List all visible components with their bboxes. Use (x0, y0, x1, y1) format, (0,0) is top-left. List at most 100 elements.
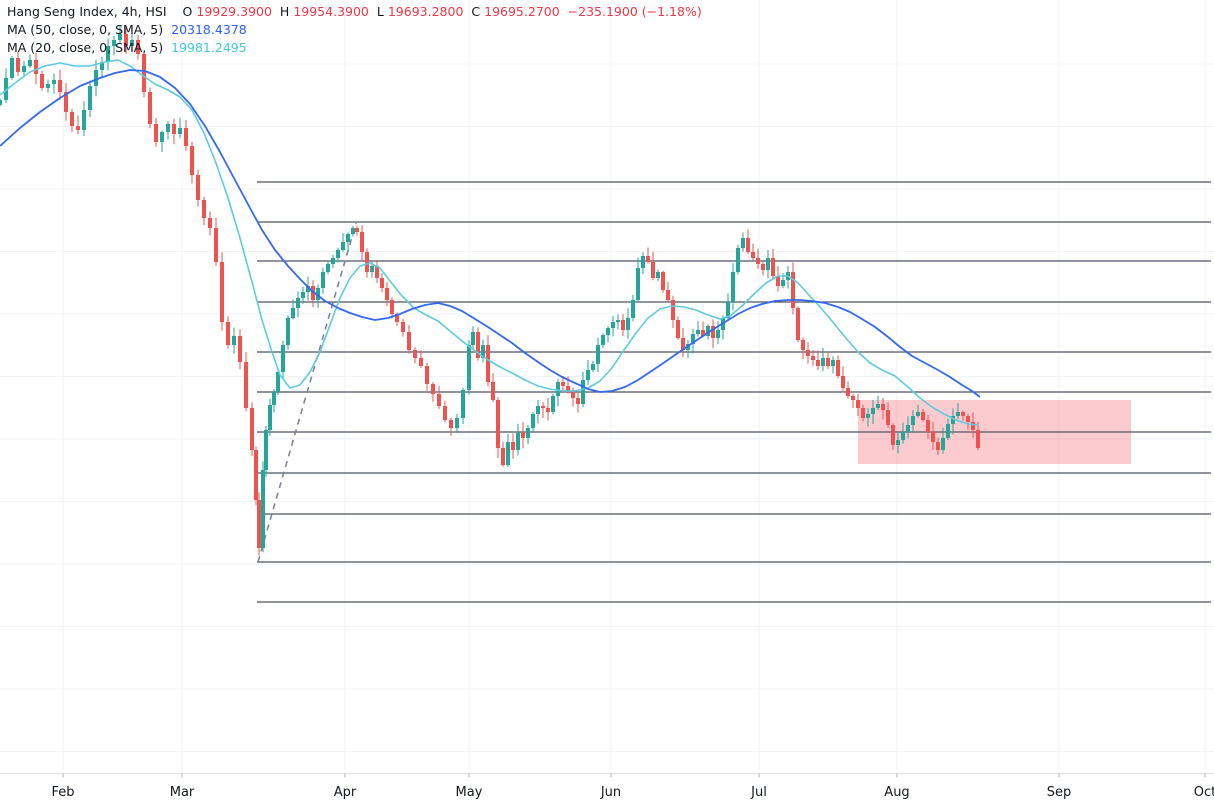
candle-body (202, 200, 206, 218)
candle-body (437, 394, 441, 406)
candle-body (390, 300, 394, 314)
candle-body (711, 326, 715, 338)
candle-body (142, 54, 146, 92)
candle-body (178, 128, 182, 134)
month-label: Aug (884, 785, 909, 800)
candle-body (821, 358, 825, 366)
candle-body (355, 228, 359, 232)
candle-body (28, 60, 32, 66)
candle-body (443, 406, 447, 420)
candle-body (385, 288, 389, 300)
candle-body (531, 414, 535, 428)
candle-body (886, 410, 890, 425)
candle-body (881, 404, 885, 410)
candle-body (926, 420, 930, 432)
candle-body (486, 345, 490, 382)
grid-layer (0, 0, 1214, 774)
candle-body (801, 340, 805, 350)
candle-body (601, 335, 605, 345)
candle-body (321, 272, 325, 288)
candle-body (88, 86, 92, 110)
candle-body (112, 40, 116, 46)
candle-body (124, 34, 128, 46)
candle-body (596, 345, 600, 364)
candle-body (791, 272, 795, 308)
candle-body (551, 396, 555, 412)
candle-body (419, 358, 423, 366)
candle-body (891, 425, 895, 445)
candle-body (726, 302, 730, 318)
candle-body (511, 442, 515, 450)
candle-body (208, 218, 212, 228)
candle-body (741, 238, 745, 248)
candle-body (365, 252, 369, 272)
candle-body (896, 440, 900, 445)
candle-body (956, 412, 960, 416)
candle-body (701, 330, 705, 336)
candle-body (276, 372, 280, 392)
candle-body (380, 278, 384, 288)
candle-body (546, 408, 550, 412)
candle-body (148, 92, 152, 124)
candle-body (431, 384, 435, 394)
candle-body (311, 286, 315, 300)
ma20-line (0, 59, 979, 426)
month-label: Oct (1194, 785, 1214, 800)
level-lines-layer[interactable] (257, 181, 1211, 603)
candle-body (370, 266, 374, 272)
candle-body (866, 414, 870, 418)
candle-body (851, 396, 855, 400)
candle-body (326, 264, 330, 272)
candle-body (526, 428, 530, 438)
candle-body (76, 126, 80, 130)
candle-body (491, 382, 495, 400)
candle-body (190, 146, 194, 175)
candle-body (331, 258, 335, 264)
candle-body (681, 338, 685, 350)
candle-body (971, 422, 975, 430)
candle-body (811, 356, 815, 360)
candle-body (226, 322, 230, 345)
candle-body (836, 360, 840, 376)
candle-body (911, 416, 915, 425)
candle-body (581, 380, 585, 404)
candle-body (413, 350, 417, 358)
candle-body (861, 408, 865, 418)
candle-body (296, 298, 300, 308)
candle-body (761, 264, 765, 270)
candle-body (566, 386, 570, 392)
candle-body (360, 232, 364, 252)
candle-body (966, 416, 970, 422)
candle-body (336, 250, 340, 258)
candle-body (586, 370, 590, 380)
candle-body (776, 276, 780, 286)
candle-body (166, 124, 170, 132)
candle-body (407, 332, 411, 350)
candle-body (641, 256, 645, 268)
candle-body (691, 334, 695, 344)
candle-body (100, 62, 104, 70)
candle-body (661, 272, 665, 290)
candle-body (616, 320, 620, 322)
candle-body (746, 238, 750, 252)
candle-body (756, 258, 760, 264)
candle-body (976, 430, 980, 448)
candle-body (94, 70, 98, 86)
candle-body (272, 392, 276, 405)
month-label: May (456, 785, 483, 800)
trendline-dashed[interactable] (257, 222, 357, 563)
candle-body (936, 442, 940, 450)
candle-body (781, 280, 785, 286)
candle-body (425, 366, 429, 384)
candle-body (636, 268, 640, 300)
candle-body (506, 442, 510, 465)
candle-body (571, 392, 575, 398)
candle-body (64, 92, 68, 112)
candle-body (306, 286, 310, 292)
time-axis[interactable]: Feb Mar Apr May Jun Jul Aug Sep Oct (0, 773, 1214, 801)
candle-body (130, 40, 134, 46)
candle-body (946, 424, 950, 438)
candle-body (496, 400, 500, 448)
